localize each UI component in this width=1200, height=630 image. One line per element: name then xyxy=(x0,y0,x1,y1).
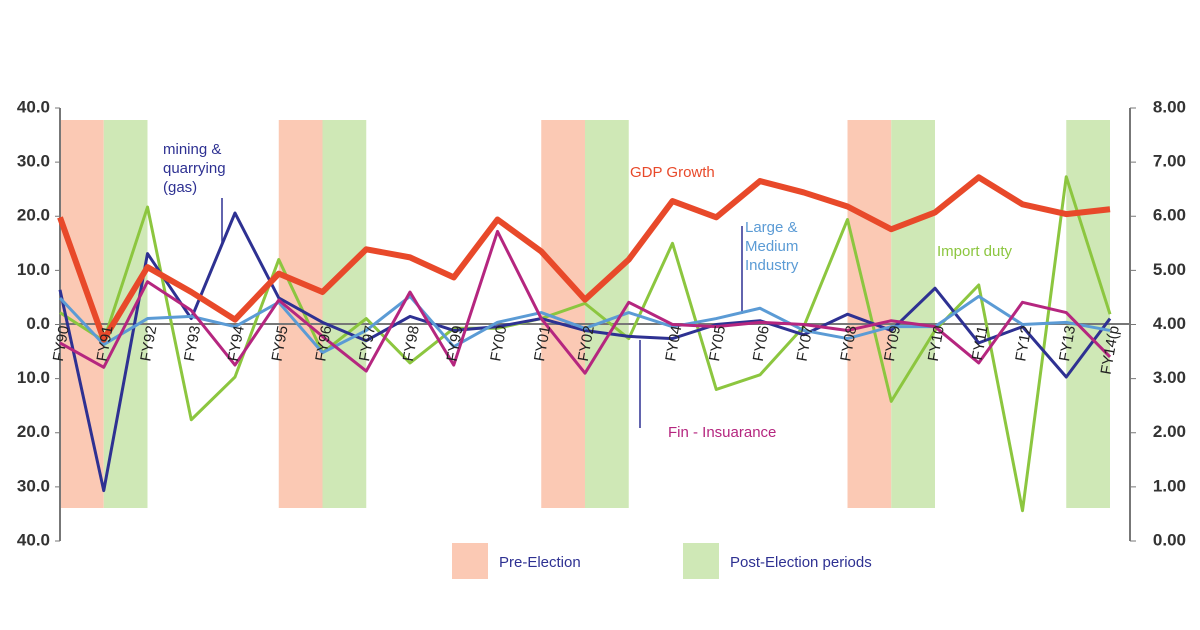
x-tick-label: FY05 xyxy=(706,324,729,362)
y2-tick-label: 0.00 xyxy=(1153,530,1186,549)
y2-tick-label: 5.00 xyxy=(1153,260,1186,279)
period-band xyxy=(891,120,935,508)
x-tick-label: FY06 xyxy=(750,324,773,362)
x-tick-label: FY11 xyxy=(969,324,992,361)
series-label: mining & quarrying (gas) xyxy=(163,141,226,196)
series-line xyxy=(58,211,1112,493)
x-tick-label: FY01 xyxy=(531,324,554,362)
x-tick-label: FY09 xyxy=(881,324,904,362)
series-line xyxy=(59,229,1112,375)
y-tick-label: 10.0 xyxy=(17,260,50,279)
y-tick-label: 40.0 xyxy=(17,530,50,549)
y-tick-label: 0.0 xyxy=(26,314,50,333)
period-band xyxy=(278,120,323,508)
y2-tick-label: 6.00 xyxy=(1153,206,1186,225)
x-tick-label: FY97 xyxy=(356,324,379,362)
x-tick-label: FY12 xyxy=(1012,324,1035,362)
series-label: GDP Growth xyxy=(630,164,715,181)
x-tick-label: FY07 xyxy=(794,324,817,362)
y-tick-label: 30.0 xyxy=(17,152,50,171)
ticks: 40.0 30.0 20.0 10.0 0.0 10.0 20.0 30.0 40.0 8.00 7… xyxy=(17,97,1186,549)
x-tick-label: FY92 xyxy=(137,324,160,362)
y-tick-label: 20.0 xyxy=(17,206,50,225)
series-line xyxy=(57,174,1111,343)
x-tick-label: FY96 xyxy=(312,324,335,362)
x-tick-label: FY00 xyxy=(487,324,510,362)
x-tick-label: FY95 xyxy=(269,324,292,362)
x-tick-label: FY99 xyxy=(444,324,467,362)
series-label: Fin - Insuarance xyxy=(668,424,777,441)
x-tick-label: FY08 xyxy=(837,324,860,362)
x-tick-label: FY10 xyxy=(925,324,948,362)
x-tick-label: FY04 xyxy=(662,324,685,362)
series-label: Large & Medium Industry xyxy=(745,219,799,274)
x-tick-label: FY91 xyxy=(94,324,117,362)
period-band xyxy=(322,120,367,508)
x-tick-label: FY98 xyxy=(400,324,423,362)
y2-tick-label: 3.00 xyxy=(1153,368,1186,387)
y-tick-label: 10.0 xyxy=(17,368,50,387)
y-tick-label: 20.0 xyxy=(17,422,50,441)
legend-swatch xyxy=(683,543,719,579)
y-tick-label: 40.0 xyxy=(17,97,50,116)
x-tick-label: FY02 xyxy=(575,324,598,362)
y2-tick-label: 8.00 xyxy=(1153,97,1186,116)
series-label: Import duty xyxy=(937,243,1013,260)
legend: Pre-Election Post-Election periods xyxy=(452,543,872,579)
legend-label: Post-Election periods xyxy=(730,554,872,571)
series-line xyxy=(59,175,1112,513)
y2-tick-label: 7.00 xyxy=(1153,152,1186,171)
period-band xyxy=(1066,120,1110,508)
x-tick-label: FY13 xyxy=(1056,324,1079,362)
legend-label: Pre-Election xyxy=(499,554,581,571)
y2-tick-label: 4.00 xyxy=(1153,314,1186,333)
x-tick-label: FY93 xyxy=(181,324,204,362)
y2-tick-label: 1.00 xyxy=(1153,476,1186,495)
legend-swatch xyxy=(452,543,488,579)
y-tick-label: 30.0 xyxy=(17,476,50,495)
x-tick-label: FY94 xyxy=(225,324,248,362)
x-tick-label: FY90 xyxy=(50,324,73,362)
y2-tick-label: 2.00 xyxy=(1153,422,1186,441)
lines xyxy=(57,174,1112,513)
